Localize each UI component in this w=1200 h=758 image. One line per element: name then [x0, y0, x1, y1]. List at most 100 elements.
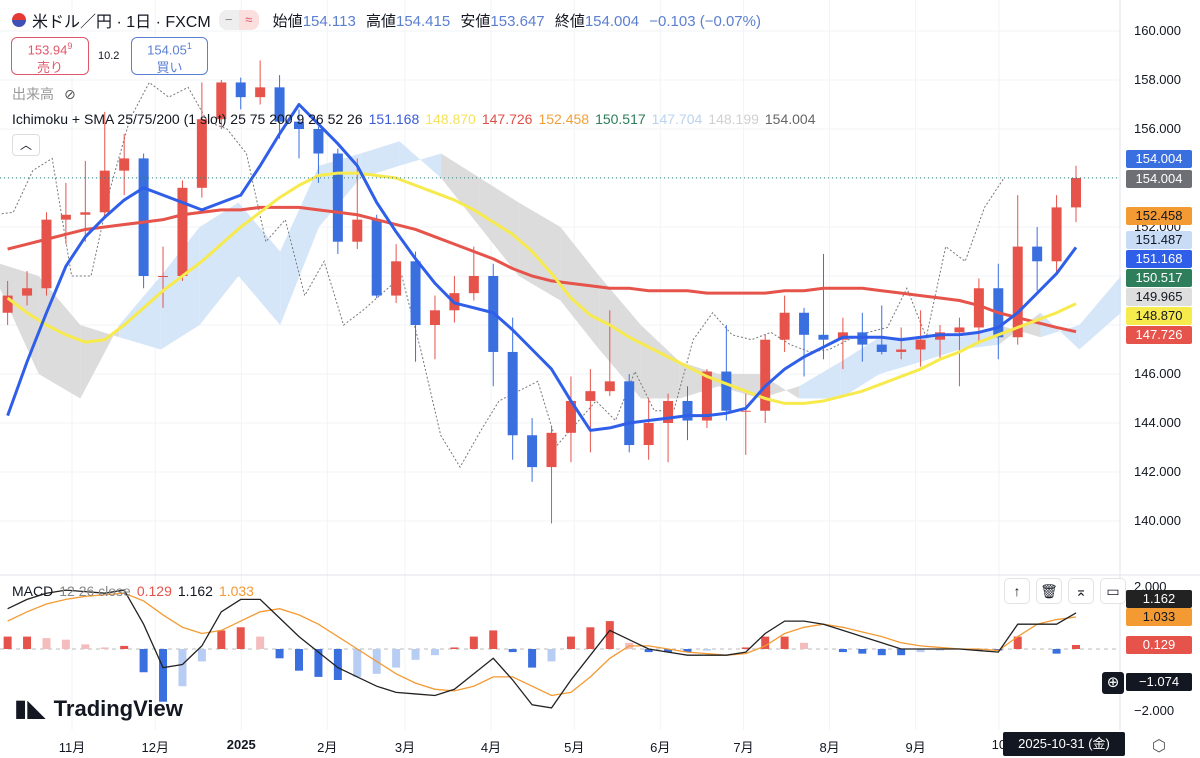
ichimoku-cloud-segment	[360, 141, 400, 178]
tradingview-logo[interactable]: ▮◣ TradingView	[14, 695, 183, 722]
macd-histogram-bar	[178, 649, 187, 687]
macd-histogram-bar	[61, 639, 70, 649]
candle-body	[332, 153, 343, 242]
candle-body	[1012, 246, 1023, 338]
ichimoku-cloud-segment	[0, 263, 39, 374]
ichimoku-cloud-segment	[160, 227, 200, 350]
volume-legend: 出来高 ⊘	[12, 85, 76, 103]
candle-body	[779, 312, 790, 340]
candle-body	[663, 400, 674, 423]
indicator-value: 151.168	[368, 111, 420, 127]
candle-body	[624, 381, 635, 446]
buy-button[interactable]: 154.051 買い	[131, 37, 208, 75]
chart-header: 米ドル／円 · 1日 · FXCM − ≈ 始値154.113 高値154.415…	[12, 8, 761, 32]
macd-histogram-bar	[528, 649, 537, 668]
maximize-pane-button[interactable]: ▭	[1100, 578, 1126, 604]
candle-body	[119, 158, 130, 171]
macd-histogram-bar	[295, 649, 303, 671]
macd-histogram-bar	[800, 642, 809, 649]
price-label: 154.004	[1126, 150, 1192, 168]
time-axis-label: 2月	[317, 740, 338, 755]
macd-signal-line	[7, 592, 1077, 697]
ichimoku-cloud-segment	[599, 276, 641, 399]
macd-histogram-bar	[586, 627, 595, 649]
macd-histogram-bar	[430, 649, 439, 656]
candle-body	[565, 400, 576, 433]
macd-histogram-bar	[644, 649, 653, 653]
ichimoku-cloud-segment	[280, 165, 319, 325]
macd-histogram-bar	[547, 649, 556, 662]
candle-body	[546, 432, 557, 468]
candle-body	[682, 400, 693, 421]
indicator-value: 148.199	[708, 111, 759, 127]
collapse-pane-button[interactable]: ⌅	[1068, 578, 1094, 604]
candle-body	[915, 339, 926, 350]
delete-pane-button[interactable]: 🗑	[1036, 578, 1062, 604]
macd-histogram-bar	[1052, 649, 1061, 654]
price-label: 147.726	[1126, 326, 1192, 344]
sell-button[interactable]: 153.949 売り	[11, 37, 89, 75]
candle-body	[876, 344, 887, 352]
candle-body	[99, 170, 110, 213]
ichimoku-cloud-segment	[1079, 276, 1121, 350]
chikou-span-line	[0, 81, 1005, 469]
candle-body	[1032, 246, 1043, 262]
ichimoku-cloud-segment	[441, 153, 480, 227]
macd-histogram-bar	[275, 649, 284, 659]
macd-histogram-bar	[489, 630, 498, 649]
candle-body	[177, 187, 188, 276]
macd-histogram-bar	[450, 647, 459, 649]
candle-body	[643, 423, 654, 446]
ichimoku-cloud-segment	[399, 141, 442, 178]
macd-histogram-bar	[392, 649, 401, 668]
candle-body	[410, 261, 421, 325]
indicator-value: 148.870	[425, 111, 476, 127]
macd-axis-tick: −2.000	[1134, 703, 1175, 718]
time-axis-label: 8月	[819, 740, 840, 755]
macd-histogram-bar	[664, 649, 673, 653]
macd-histogram-bar	[353, 649, 362, 677]
add-crosshair-icon[interactable]: ⊕	[1102, 672, 1124, 694]
macd-histogram-bar	[197, 649, 206, 662]
candle-body	[818, 334, 829, 340]
macd-line	[7, 589, 1077, 709]
ichimoku-cloud-segment	[879, 337, 922, 374]
ichimoku-cloud-segment	[518, 202, 561, 301]
time-axis-label: 9月	[905, 740, 926, 755]
collapse-legend-button[interactable]: ︿	[12, 134, 40, 156]
candle-body	[138, 158, 149, 276]
macd-histogram-bar	[1072, 645, 1080, 649]
candle-body	[294, 121, 304, 129]
time-axis-label: 5月	[564, 740, 585, 755]
price-label: 151.487	[1126, 231, 1192, 249]
symbol-title[interactable]: 米ドル／円 · 1日 · FXCM	[32, 14, 211, 31]
candle-body	[429, 310, 440, 325]
candle-body	[41, 219, 52, 289]
price-axis-tick: 142.000	[1134, 464, 1181, 479]
candle-body	[391, 261, 402, 296]
indicator-legend[interactable]: Ichimoku + SMA 25/75/200 (1 slot) 25 75 …	[12, 111, 816, 127]
indicator-value: 147.704	[651, 111, 703, 127]
macd-histogram-bar	[42, 638, 51, 649]
move-pane-up-button[interactable]: ↑	[1004, 578, 1030, 604]
price-axis-tick: 140.000	[1134, 513, 1181, 528]
market-status-pill[interactable]: − ≈	[218, 10, 259, 30]
price-label: 154.004	[1126, 170, 1192, 188]
macd-histogram-bar	[256, 636, 265, 649]
candle-body	[721, 371, 732, 411]
candle-body	[604, 381, 615, 392]
macd-histogram-bar	[936, 649, 945, 651]
candle-body	[196, 119, 207, 188]
eye-hidden-icon[interactable]: ⊘	[64, 85, 76, 102]
settings-gear-icon[interactable]: ⬡	[1152, 738, 1166, 755]
candle-body	[585, 391, 596, 401]
macd-histogram-bar	[877, 649, 886, 656]
time-axis-label: 10	[991, 737, 1007, 752]
candle-body	[255, 87, 266, 98]
macd-legend[interactable]: MACD 12 26 close 0.129 1.162 1.033	[12, 583, 254, 599]
ichimoku-cloud-segment	[840, 337, 880, 399]
candle-body	[235, 82, 246, 98]
price-axis-tick: 158.000	[1134, 72, 1181, 87]
time-axis-label: 3月	[394, 740, 416, 755]
